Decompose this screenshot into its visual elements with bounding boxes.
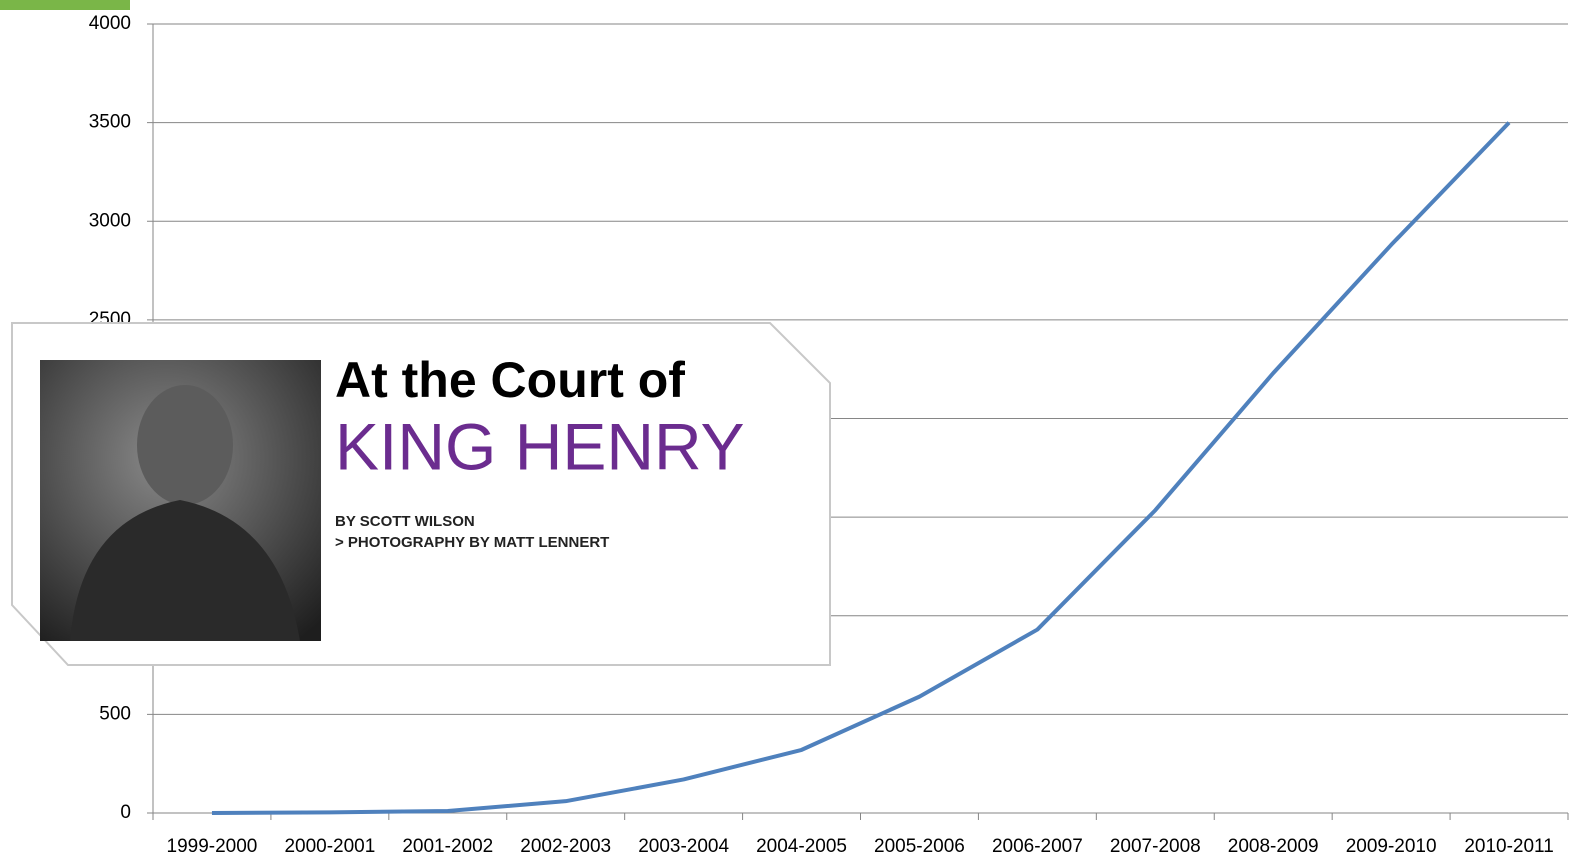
y-tick-label: 3000 (89, 210, 131, 231)
card-title: At the Court of (335, 352, 685, 408)
y-tick-label: 4000 (89, 13, 131, 34)
photo-head (137, 385, 233, 505)
x-tick-label: 2000-2001 (284, 836, 375, 857)
photo-credit: > PHOTOGRAPHY BY MATT LENNERT (335, 534, 609, 551)
corner-tab (0, 0, 130, 10)
x-tick-label: 2003-2004 (638, 836, 729, 857)
photo-body (70, 500, 300, 641)
x-tick-label: 2002-2003 (520, 836, 611, 857)
x-tick-label: 2008-2009 (1228, 836, 1319, 857)
byline: BY SCOTT WILSON (335, 513, 475, 530)
y-tick-label: 0 (120, 802, 131, 823)
y-tick-label: 500 (99, 703, 131, 724)
x-tick-label: 2006-2007 (992, 836, 1083, 857)
y-tick-label: 3500 (89, 112, 131, 133)
card-subtitle: KING HENRY (335, 409, 745, 483)
x-tick-label: 1999-2000 (167, 836, 258, 857)
x-tick-label: 2004-2005 (756, 836, 847, 857)
x-tick-label: 2001-2002 (402, 836, 493, 857)
x-tick-label: 2007-2008 (1110, 836, 1201, 857)
article-card: At the Court of KING HENRY BY SCOTT WILS… (11, 322, 831, 666)
x-tick-label: 2010-2011 (1464, 836, 1553, 857)
x-tick-label: 2005-2006 (874, 836, 965, 857)
x-tick-label: 2009-2010 (1346, 836, 1437, 857)
data-line (211, 121, 1511, 815)
